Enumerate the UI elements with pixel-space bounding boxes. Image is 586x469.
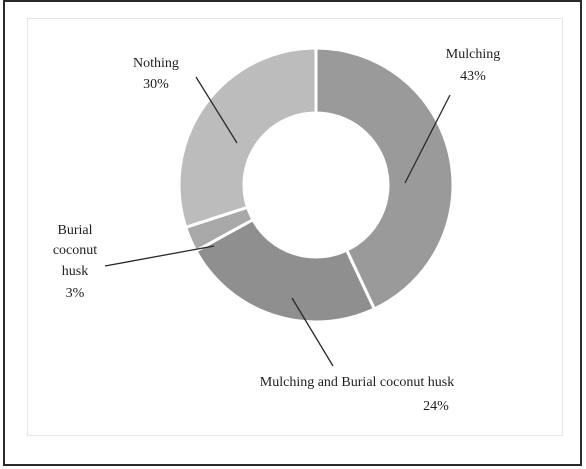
- label-nothing: Nothing: [133, 56, 179, 71]
- value-label-nothing: 30%: [143, 77, 169, 92]
- leader-line-mulching-and-burial-coconut-husk: [291, 297, 334, 367]
- leader-line-mulching: [404, 94, 451, 184]
- label-mulching-and-burial-coconut-husk: Mulching and Burial coconut husk: [260, 375, 454, 390]
- leader-lines-group: [104, 76, 451, 367]
- leader-line-burial-coconut-husk: [104, 245, 215, 267]
- value-label-burial-coconut-husk: 3%: [66, 286, 85, 301]
- label-burial-coconut-husk-line-2: coconut: [53, 243, 97, 258]
- label-mulching: Mulching: [446, 47, 500, 62]
- labels-group: Mulching 43% Mulching and Burial coconut h…: [53, 47, 500, 414]
- slice-mulching-and-burial-coconut-husk: [193, 217, 377, 324]
- leader-line-nothing: [195, 76, 238, 144]
- value-label-mulching-and-burial-coconut-husk: 24%: [423, 399, 449, 414]
- label-burial-coconut-husk-line-1: Burial: [58, 223, 93, 238]
- label-burial-coconut-husk-line-3: husk: [62, 264, 88, 279]
- slice-mulching: [314, 46, 455, 311]
- value-label-mulching: 43%: [460, 69, 486, 84]
- slices-group: [177, 46, 455, 324]
- slice-nothing: [177, 46, 318, 230]
